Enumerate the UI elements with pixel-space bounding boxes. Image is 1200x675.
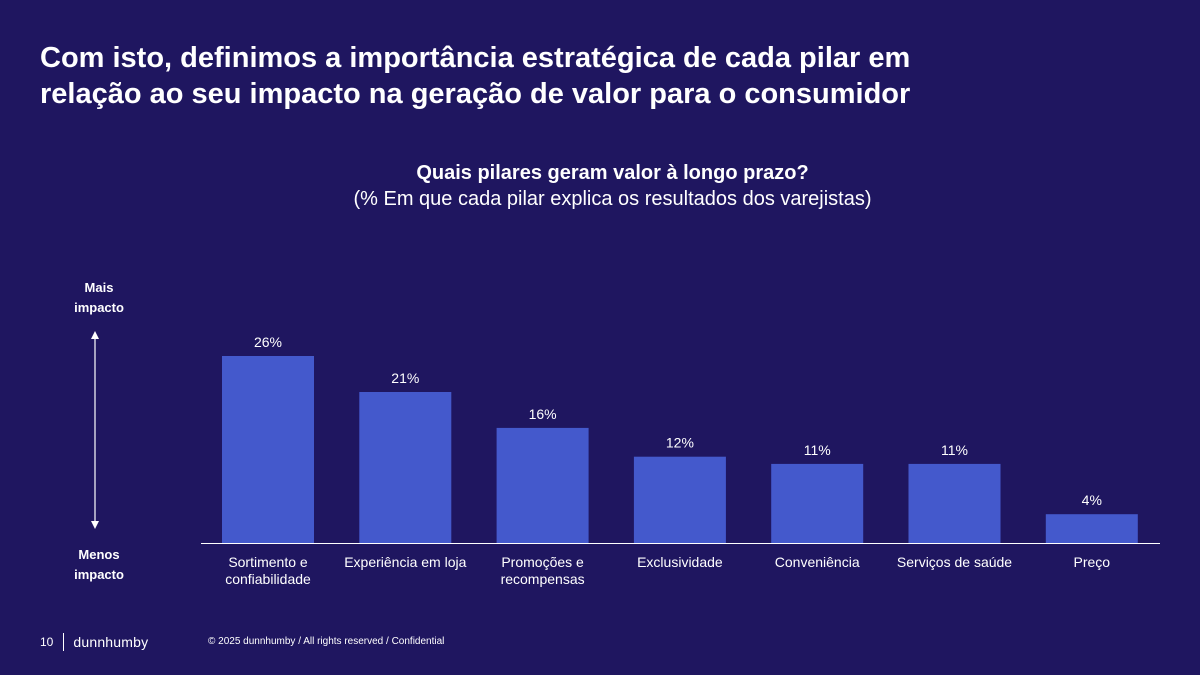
impact-double-arrow-icon	[91, 331, 99, 529]
axis-label-less-impact: Menos impacto	[49, 545, 149, 585]
value-label-3: 16%	[529, 406, 557, 422]
chart-title: Quais pilares geram valor à longo prazo?	[416, 162, 809, 184]
axis-label-more-impact-line-2: impacto	[74, 300, 124, 315]
value-label-2: 21%	[391, 370, 419, 386]
axis-label-more-impact: Mais impacto	[49, 278, 149, 318]
bar-5	[771, 463, 864, 543]
value-label-1: 26%	[254, 334, 282, 350]
bar-3	[496, 427, 589, 543]
bar-6	[908, 463, 1001, 543]
category-label-6: Serviços de saúde	[897, 554, 1012, 570]
slide-title: Com isto, definimos a importância estrat…	[40, 40, 1040, 112]
category-label-5: Conveniência	[775, 554, 860, 570]
bar-group	[222, 356, 1138, 543]
value-label-7: 4%	[1082, 492, 1102, 508]
footer-divider	[63, 633, 65, 651]
category-label-group: Sortimento e confiabilidade Experiência em…	[225, 554, 1110, 587]
axis-label-less-impact-line-2: impacto	[74, 567, 124, 582]
value-label-6: 11%	[941, 442, 968, 458]
value-label-4: 12%	[666, 435, 694, 451]
axis-label-more-impact-line-1: Mais	[84, 280, 114, 295]
category-label-7: Preço	[1074, 554, 1111, 570]
copyright-text: © 2025 dunnhumby / All rights reserved /…	[208, 636, 445, 647]
brand-logo: dunnhumby	[73, 634, 149, 650]
chart-subtitle: (% Em que cada pilar explica os resultad…	[353, 188, 872, 210]
axis-label-less-impact-line-1: Menos	[78, 547, 120, 562]
category-label-4: Exclusividade	[637, 554, 723, 570]
bar-1	[222, 356, 314, 543]
value-label-group: 26% 21% 16% 12% 11% 11% 4%	[254, 334, 1102, 508]
bar-2	[359, 392, 452, 543]
category-label-3: Promoções e recompensas	[501, 554, 585, 587]
bar-4	[633, 456, 726, 543]
category-label-2: Experiência em loja	[344, 554, 466, 570]
slide-title-line-1: Com isto, definimos a importância estrat…	[40, 42, 911, 74]
slide-title-line-2: relação ao seu impacto na geração de val…	[40, 78, 911, 110]
bar-7	[1045, 514, 1138, 543]
value-label-5: 11%	[804, 442, 831, 458]
page-number: 10	[40, 635, 54, 649]
category-label-1: Sortimento e confiabilidade	[225, 554, 311, 587]
footer: 10 dunnhumby	[40, 632, 148, 652]
